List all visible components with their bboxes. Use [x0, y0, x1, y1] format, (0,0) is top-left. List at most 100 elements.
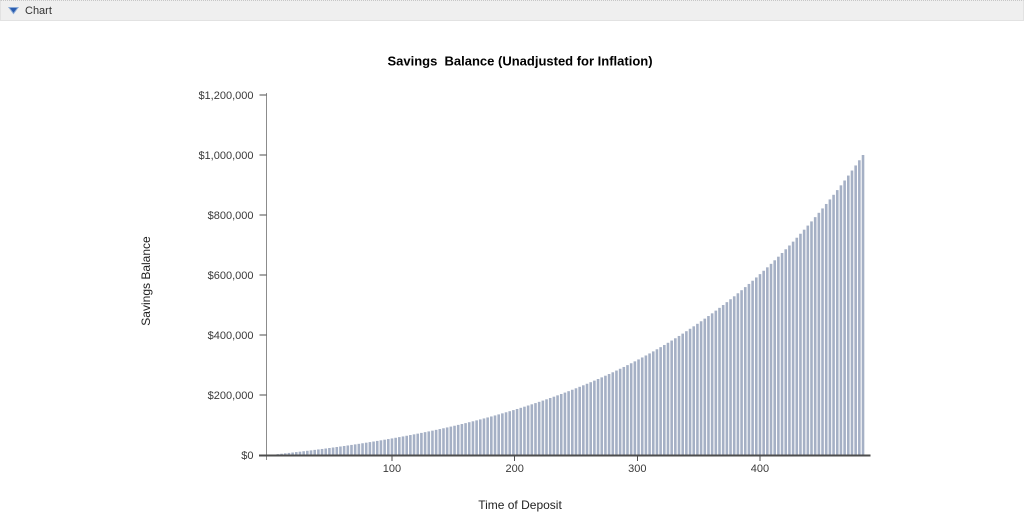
deposit-bar	[666, 342, 670, 455]
deposit-bar	[537, 401, 541, 455]
deposit-bar	[604, 375, 607, 455]
deposit-bar	[298, 451, 302, 455]
x-tick-label: 400	[751, 463, 769, 475]
deposit-bar	[718, 307, 721, 455]
deposit-bar	[692, 326, 696, 455]
deposit-bar	[523, 406, 526, 455]
deposit-bar	[548, 398, 552, 455]
deposit-bar	[659, 347, 662, 455]
deposit-bar	[497, 414, 500, 455]
deposit-bar	[780, 253, 784, 455]
deposit-bar	[629, 363, 633, 455]
deposit-bar	[582, 385, 585, 455]
collapse-chart-icon[interactable]	[8, 6, 19, 15]
x-axis-title: Time of Deposit	[478, 498, 562, 512]
deposit-bar	[405, 435, 408, 455]
deposit-bar	[784, 249, 788, 455]
deposit-bar	[854, 165, 857, 455]
deposit-bar	[460, 424, 464, 455]
deposit-bar	[607, 374, 611, 455]
deposit-bar	[309, 450, 313, 455]
deposit-bar	[574, 388, 578, 455]
deposit-bar	[490, 416, 493, 455]
y-ticks: $0 $200,000 $400,000 $600,000 $800,000 $1,000…	[198, 90, 267, 462]
deposit-bar	[508, 411, 512, 455]
y-tick-label: $400,000	[208, 330, 254, 342]
deposit-bar	[541, 400, 545, 455]
deposit-bar	[755, 277, 758, 455]
deposit-bar	[710, 313, 714, 455]
deposit-bar	[578, 386, 581, 455]
axes	[259, 93, 871, 460]
deposit-bar	[740, 290, 743, 455]
deposit-bar	[648, 353, 651, 455]
deposit-bar	[762, 270, 765, 455]
deposit-bar	[368, 442, 372, 455]
deposit-bar	[493, 415, 497, 455]
y-tick-label: $200,000	[208, 390, 254, 402]
chart-title: Savings Balance (Unadjusted for Inflatio…	[387, 53, 653, 69]
deposit-bar	[328, 448, 331, 455]
deposit-bar	[324, 448, 328, 455]
deposit-bar	[813, 217, 817, 455]
deposit-bar	[843, 180, 846, 456]
deposit-bar	[850, 170, 854, 456]
deposit-bar	[350, 444, 353, 455]
deposit-bar	[372, 441, 375, 455]
chart-panel-header[interactable]: Chart	[0, 0, 1024, 21]
deposit-bar	[364, 442, 368, 455]
deposit-bar	[302, 451, 305, 455]
y-tick-label: $800,000	[208, 210, 254, 222]
deposit-bar	[467, 422, 471, 455]
deposit-bar	[464, 423, 467, 455]
deposit-bar	[817, 212, 821, 455]
deposit-bar	[640, 357, 644, 455]
deposit-bar	[386, 439, 390, 455]
deposit-bar	[729, 299, 732, 455]
deposit-bar	[434, 429, 438, 455]
deposit-bar	[545, 399, 548, 455]
deposit-bar	[674, 338, 677, 455]
deposit-bar	[670, 340, 673, 455]
deposit-bar	[618, 368, 622, 455]
deposit-bar	[442, 428, 445, 455]
deposit-bar	[677, 335, 681, 455]
deposit-bar	[758, 274, 762, 455]
deposit-bar	[696, 323, 699, 455]
deposit-bar	[501, 413, 504, 455]
deposit-bar	[291, 452, 294, 455]
deposit-bar	[559, 393, 563, 455]
deposit-bar	[810, 221, 813, 455]
x-tick-label: 200	[505, 463, 523, 475]
y-tick-label: $1,200,000	[198, 90, 253, 102]
deposit-bar	[707, 316, 710, 455]
deposit-bar	[478, 419, 482, 455]
deposit-bar	[379, 440, 383, 455]
deposit-bar	[644, 355, 648, 455]
deposit-bar	[342, 445, 346, 455]
deposit-bar	[556, 395, 559, 455]
deposit-bar	[512, 410, 515, 455]
deposit-bar	[331, 447, 335, 455]
deposit-bar	[622, 366, 626, 455]
deposit-bar	[409, 435, 412, 455]
deposit-bar	[420, 432, 423, 455]
deposit-bar	[743, 287, 747, 455]
deposit-bar	[519, 407, 523, 455]
deposit-bar	[563, 392, 567, 455]
deposit-bar	[858, 160, 861, 455]
bars-group	[269, 155, 865, 456]
deposit-bar	[714, 310, 718, 455]
deposit-bar	[806, 225, 810, 455]
deposit-bar	[456, 424, 460, 455]
deposit-bar	[427, 431, 431, 455]
deposit-bar	[832, 194, 835, 456]
deposit-bar	[361, 443, 364, 455]
deposit-bar	[585, 383, 589, 455]
chart-panel-title: Chart	[25, 4, 52, 17]
deposit-bar	[401, 436, 405, 455]
deposit-bar	[552, 396, 556, 455]
deposit-bar	[390, 438, 394, 455]
deposit-bar	[416, 433, 420, 455]
